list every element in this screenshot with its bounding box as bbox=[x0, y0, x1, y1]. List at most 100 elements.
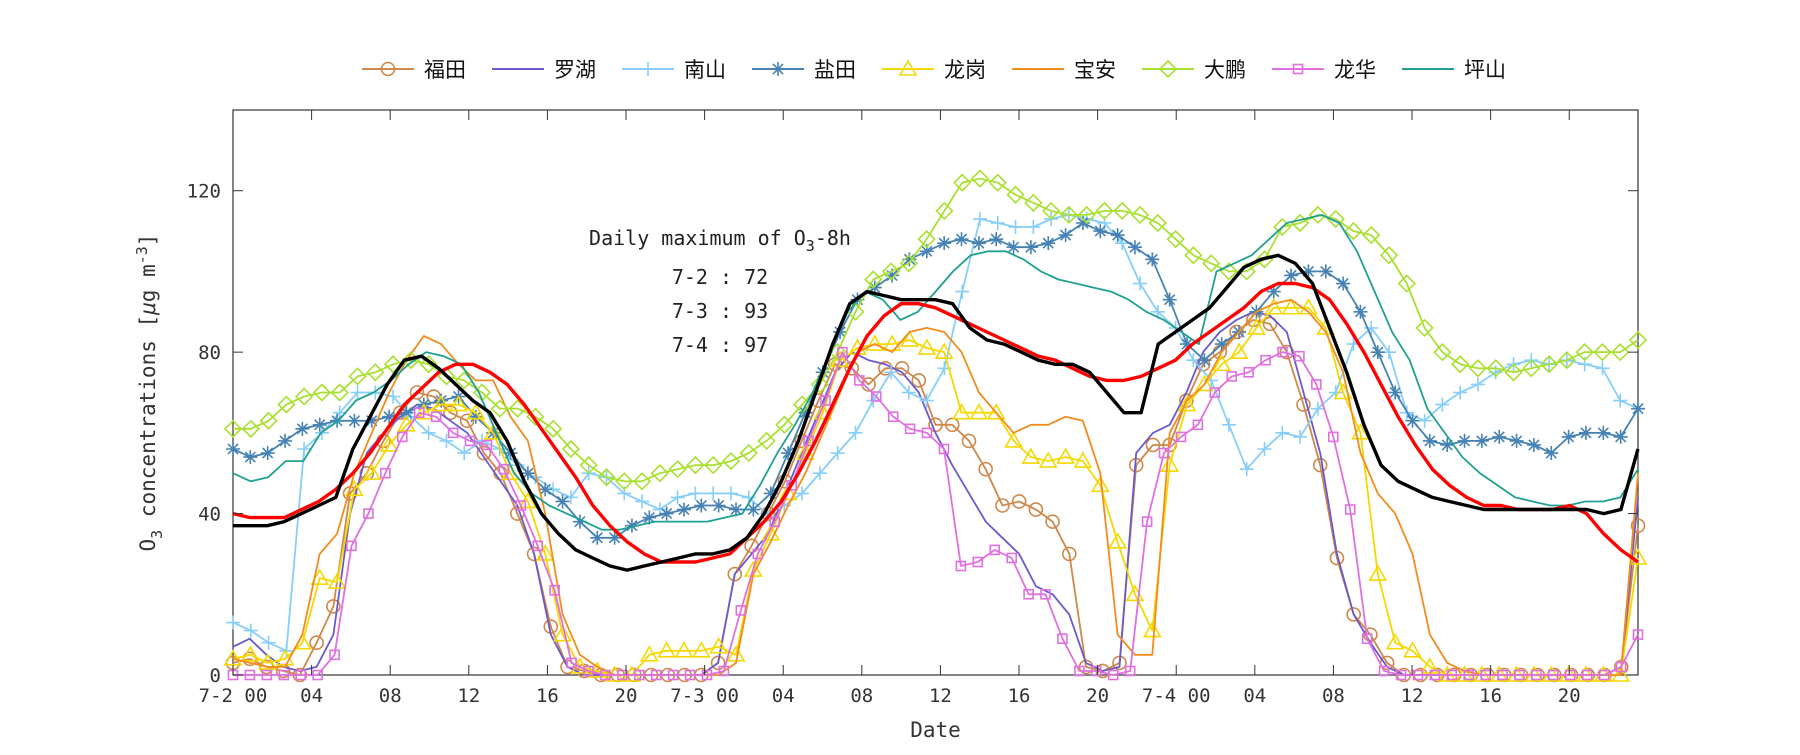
data-point bbox=[865, 334, 885, 351]
data-point bbox=[1023, 588, 1034, 600]
x-tick-label: 08 bbox=[850, 685, 873, 707]
data-point bbox=[561, 439, 581, 459]
data-point bbox=[437, 367, 456, 386]
data-point bbox=[781, 446, 796, 461]
data-point bbox=[583, 665, 594, 677]
data-point bbox=[1008, 220, 1023, 235]
data-point bbox=[639, 645, 659, 662]
series-2 bbox=[226, 207, 1645, 658]
data-point bbox=[1021, 447, 1041, 464]
series-line-9 bbox=[232, 281, 1639, 564]
x-tick-label: 12 bbox=[457, 685, 480, 707]
series-line bbox=[232, 214, 1639, 531]
data-point bbox=[1038, 451, 1058, 468]
data-point bbox=[904, 423, 916, 435]
y-tick-label: 0 bbox=[210, 665, 221, 687]
data-point bbox=[350, 385, 365, 400]
data-point bbox=[261, 635, 276, 650]
x-tick-label: 04 bbox=[1243, 685, 1266, 707]
data-point bbox=[379, 435, 399, 452]
legend-item: 盐田 bbox=[752, 58, 856, 82]
annotation-line-2: 7-3 : 93 bbox=[672, 299, 768, 323]
data-point bbox=[1422, 433, 1437, 448]
data-point bbox=[955, 284, 970, 299]
data-point bbox=[884, 365, 899, 380]
data-point bbox=[476, 445, 492, 461]
data-point bbox=[1202, 254, 1221, 273]
data-point bbox=[1108, 532, 1128, 549]
data-point bbox=[1544, 446, 1559, 461]
legend: 福田 罗湖 南山 盐田 龙岗 宝安 大鹏 龙华 坪山 bbox=[362, 58, 1506, 82]
data-point bbox=[1385, 633, 1405, 650]
data-point bbox=[312, 669, 323, 681]
data-point bbox=[701, 669, 713, 681]
data-point bbox=[1492, 429, 1507, 444]
data-point bbox=[380, 467, 391, 479]
data-point bbox=[820, 395, 831, 406]
data-point bbox=[457, 446, 472, 461]
data-point bbox=[919, 244, 934, 259]
data-point bbox=[1229, 342, 1249, 359]
data-point bbox=[1370, 345, 1385, 360]
data-point bbox=[795, 486, 810, 501]
data-point bbox=[481, 439, 493, 451]
data-point bbox=[326, 599, 341, 614]
data-point bbox=[659, 506, 674, 521]
x-tick-label: 7-3 00 bbox=[670, 685, 739, 707]
data-point bbox=[1463, 669, 1475, 681]
data-point bbox=[691, 641, 711, 658]
x-tick-label: 20 bbox=[615, 685, 638, 707]
data-point bbox=[882, 334, 902, 351]
plot-area-frame bbox=[232, 109, 1639, 676]
legend-item: 大鹏 bbox=[1142, 58, 1246, 82]
data-point bbox=[1403, 641, 1422, 658]
data-point bbox=[1581, 669, 1593, 681]
data-point bbox=[1158, 447, 1170, 459]
x-axis-title: Date bbox=[910, 718, 961, 742]
series-8 bbox=[232, 214, 1639, 531]
data-point bbox=[1311, 379, 1322, 390]
annotation-line-1: 7-2 : 72 bbox=[672, 265, 768, 289]
data-point bbox=[1429, 669, 1441, 681]
data-point bbox=[329, 649, 340, 661]
data-point bbox=[763, 486, 778, 501]
data-point bbox=[1301, 264, 1316, 279]
data-point bbox=[414, 403, 434, 420]
data-point bbox=[1194, 374, 1214, 392]
data-point bbox=[1023, 240, 1038, 255]
data-point bbox=[917, 338, 937, 355]
y-tick-label: 120 bbox=[187, 181, 221, 203]
y-axis-title: O3 concentrations [μg m-3] bbox=[133, 234, 166, 552]
data-point bbox=[1148, 213, 1167, 233]
legend-label: 宝安 bbox=[1074, 58, 1116, 82]
y-axis-title-sup: -3 bbox=[133, 246, 151, 264]
data-point bbox=[579, 456, 598, 475]
data-point bbox=[1145, 252, 1160, 267]
y-axis-title-units: g m bbox=[136, 264, 160, 302]
data-point bbox=[1273, 217, 1292, 237]
data-point bbox=[1361, 633, 1373, 644]
data-point bbox=[597, 468, 616, 487]
data-point bbox=[1040, 588, 1051, 600]
data-point bbox=[1294, 350, 1305, 362]
data-point bbox=[1006, 552, 1017, 564]
data-point bbox=[1548, 669, 1559, 681]
data-point bbox=[1468, 359, 1488, 378]
y-tick-label: 80 bbox=[198, 342, 221, 364]
data-point bbox=[1628, 548, 1648, 565]
data-point bbox=[260, 446, 275, 461]
data-point bbox=[259, 411, 278, 430]
data-point bbox=[439, 433, 454, 448]
data-point bbox=[430, 411, 442, 423]
data-point bbox=[1062, 546, 1077, 562]
data-point bbox=[295, 387, 314, 406]
data-point bbox=[1142, 620, 1162, 638]
data-point bbox=[1262, 316, 1278, 332]
data-point bbox=[1595, 361, 1610, 376]
data-point bbox=[709, 637, 729, 654]
x-tick-label: 20 bbox=[1558, 685, 1581, 707]
data-point bbox=[1192, 419, 1204, 431]
data-point bbox=[739, 443, 758, 463]
data-point bbox=[508, 399, 527, 418]
data-point bbox=[911, 373, 927, 388]
